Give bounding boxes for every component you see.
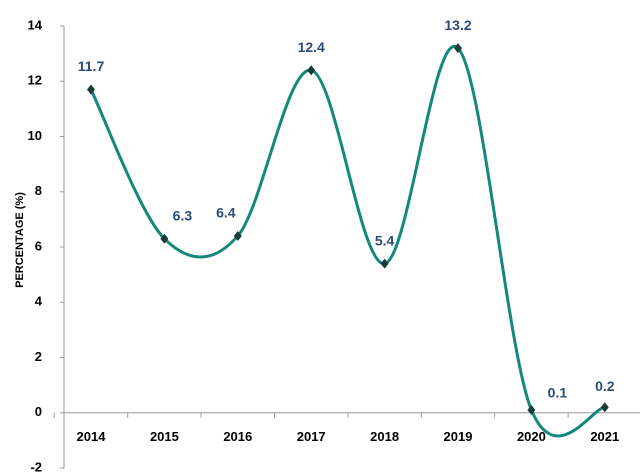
marker <box>600 402 609 413</box>
y-tick-label: 6 <box>35 238 42 253</box>
x-tick-label: 2015 <box>150 429 179 444</box>
marker <box>527 404 536 415</box>
y-tick-label: 14 <box>28 17 43 32</box>
marker <box>87 84 95 95</box>
y-tick-label: 0 <box>35 404 42 419</box>
y-tick-label: 10 <box>28 128 42 143</box>
marker <box>233 230 242 241</box>
marker <box>380 258 389 269</box>
data-label: 12.4 <box>298 39 325 55</box>
data-label: 6.4 <box>216 205 236 221</box>
data-label: 0.1 <box>548 385 568 401</box>
y-axis-label: PERCENTAGE (%) <box>14 192 26 288</box>
data-label: 6.3 <box>173 207 193 223</box>
y-tick-label: -2 <box>30 459 42 472</box>
x-tick-label: 2016 <box>223 429 252 444</box>
x-tick-label: 2018 <box>370 429 399 444</box>
y-tick-label: 8 <box>35 183 42 198</box>
data-label: 5.4 <box>375 232 395 248</box>
x-tick-label: 2019 <box>444 429 473 444</box>
x-tick-label: 2020 <box>517 429 546 444</box>
marker <box>160 233 169 244</box>
marker <box>307 65 316 76</box>
marker <box>454 43 462 54</box>
data-label: 0.2 <box>595 378 615 394</box>
y-tick-label: 4 <box>35 294 43 309</box>
x-tick-label: 2017 <box>297 429 326 444</box>
data-label: 11.7 <box>78 58 105 74</box>
y-tick-label: 12 <box>28 73 42 88</box>
x-tick-label: 2021 <box>590 429 619 444</box>
data-label: 13.2 <box>444 17 471 33</box>
x-tick-label: 2014 <box>77 429 107 444</box>
y-tick-label: 2 <box>35 349 42 364</box>
line <box>89 44 606 438</box>
